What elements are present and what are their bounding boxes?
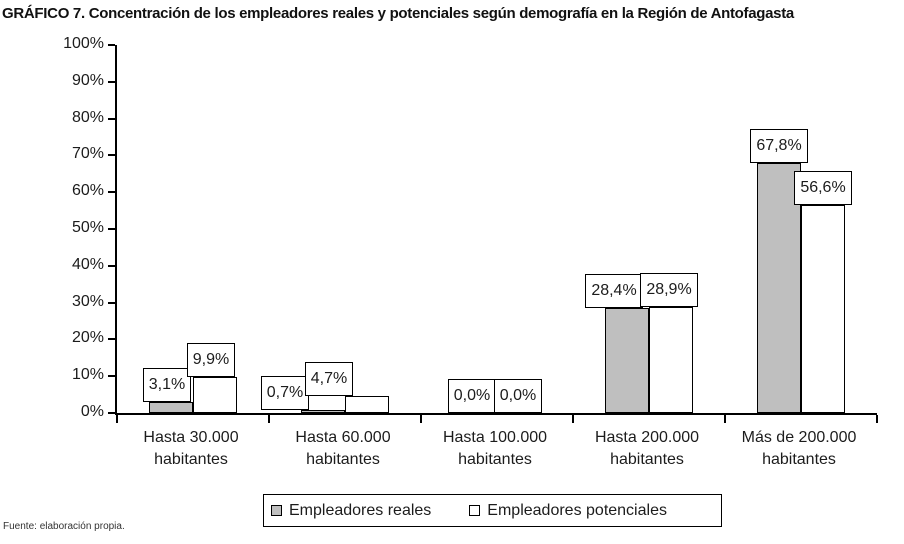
bar-empleadores-reales — [757, 163, 801, 413]
legend: Empleadores reales Empleadores potenciale… — [263, 494, 722, 527]
data-label: 4,7% — [305, 362, 353, 396]
y-tick-mark — [108, 412, 115, 414]
y-tick-label: 0% — [80, 403, 104, 420]
x-category-label: Más de 200.000 habitantes — [741, 429, 857, 468]
x-category-label: Hasta 30.000 habitantes — [143, 429, 239, 468]
bar-empleadores-reales — [301, 410, 345, 413]
y-tick-label: 50% — [71, 219, 104, 236]
x-category-label: Hasta 200.000 habitantes — [594, 429, 700, 468]
x-tick-mark — [572, 415, 574, 423]
x-category-label: Hasta 60.000 habitantes — [295, 429, 391, 468]
data-label: 28,9% — [640, 273, 698, 307]
data-label: 28,4% — [585, 274, 643, 308]
y-tick-label: 60% — [71, 182, 104, 199]
data-label: 67,8% — [750, 129, 808, 163]
x-tick-mark — [116, 415, 118, 423]
data-label: 9,9% — [187, 343, 235, 377]
y-tick-label: 30% — [71, 293, 104, 310]
y-tick-mark — [108, 302, 115, 304]
x-category-label: Hasta 100.000 habitantes — [442, 429, 548, 468]
y-tick-mark — [108, 191, 115, 193]
y-tick-mark — [108, 375, 115, 377]
bar-empleadores-potenciales — [193, 377, 237, 413]
data-label: 0,0% — [494, 379, 542, 413]
bar-empleadores-potenciales — [649, 307, 693, 413]
plot-area: 3,1% 0,7% 0,0% 28,4% 67,8% 9,9% 4,7% 0,0% 28,9% 5… — [108, 44, 878, 423]
y-axis-labels: 0% 10% 20% 30% 40% 50% 60% 70% 80% 90% 100% — [0, 35, 104, 420]
x-tick-mark — [724, 415, 726, 423]
y-tick-label: 90% — [71, 72, 104, 89]
legend-item: Empleadores reales — [271, 502, 431, 520]
bar-empleadores-reales — [605, 308, 649, 413]
y-tick-mark — [108, 338, 115, 340]
y-tick-mark — [108, 81, 115, 83]
y-tick-mark — [108, 44, 115, 46]
legend-swatch-icon — [469, 505, 481, 516]
y-tick-mark — [108, 154, 115, 156]
data-label: 0,7% — [261, 376, 309, 410]
source-note: Fuente: elaboración propia. — [3, 521, 125, 532]
y-tick-label: 100% — [63, 35, 104, 52]
data-label: 56,6% — [794, 171, 852, 205]
bar-empleadores-reales — [149, 402, 193, 413]
y-tick-label: 20% — [71, 329, 104, 346]
legend-item: Empleadores potenciales — [469, 502, 667, 520]
y-tick-mark — [108, 118, 115, 120]
y-tick-label: 70% — [71, 145, 104, 162]
y-tick-label: 10% — [71, 366, 104, 383]
x-tick-mark — [876, 415, 878, 423]
legend-label: Empleadores reales — [289, 501, 432, 519]
data-label: 0,0% — [448, 379, 496, 413]
y-tick-mark — [108, 265, 115, 267]
bar-empleadores-potenciales — [345, 396, 389, 413]
y-tick-label: 40% — [71, 256, 104, 273]
data-label: 3,1% — [143, 368, 191, 402]
y-tick-label: 80% — [71, 109, 104, 126]
chart-title: GRÁFICO 7. Concentración de los empleado… — [2, 5, 794, 22]
legend-swatch-icon — [271, 505, 282, 516]
y-tick-mark — [108, 228, 115, 230]
x-tick-mark — [420, 415, 422, 423]
legend-label: Empleadores potenciales — [487, 501, 667, 519]
bar-empleadores-potenciales — [801, 205, 845, 413]
x-tick-mark — [268, 415, 270, 423]
